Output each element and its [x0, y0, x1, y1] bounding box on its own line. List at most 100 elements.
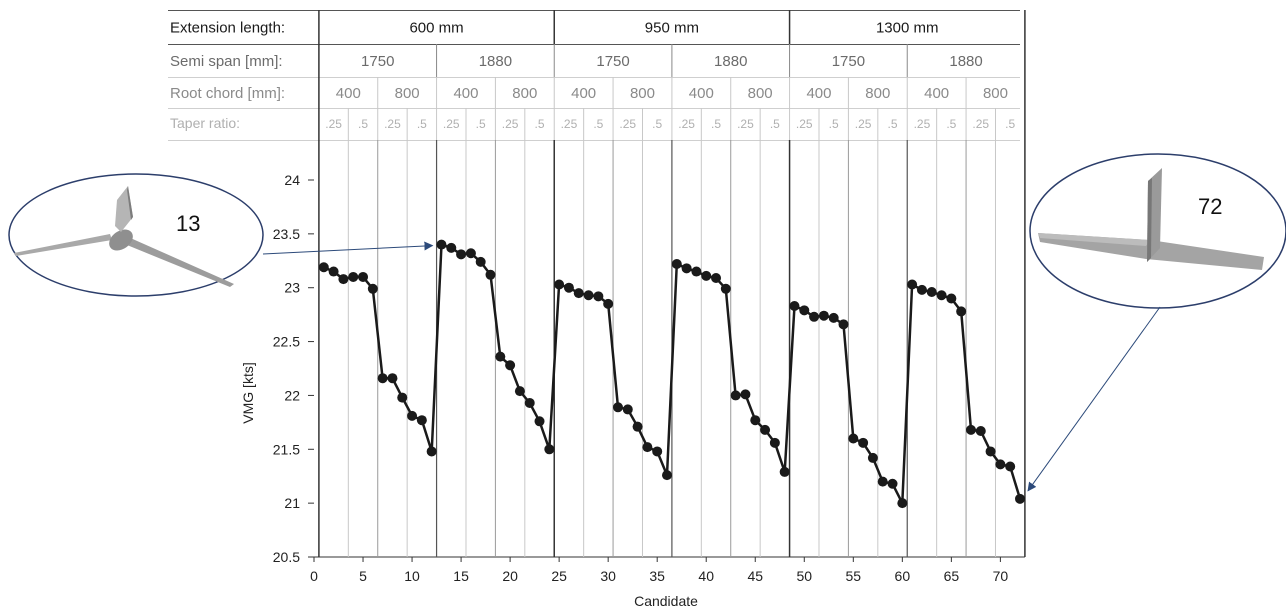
vmg-point — [750, 415, 761, 426]
vmg-point — [495, 351, 506, 362]
header-cell: 1300 mm — [876, 19, 939, 36]
vmg-point — [838, 319, 849, 330]
vmg-point — [524, 397, 535, 408]
header-row-label: Extension length: — [170, 19, 285, 36]
x-axis: 0 5 10 15 20 25 30 35 40 45 50 55 60 65 70 — [310, 557, 1008, 584]
header-cell: 1880 — [949, 53, 982, 70]
vmg-point — [377, 373, 388, 384]
vmg-point — [985, 446, 996, 457]
header-cell: .5 — [946, 117, 956, 131]
vmg-point — [436, 239, 447, 250]
header-cell: .25 — [619, 117, 636, 131]
x-tick-label: 25 — [551, 568, 567, 584]
header-cell: .5 — [652, 117, 662, 131]
header-cell: 600 mm — [409, 19, 463, 36]
vmg-point — [877, 476, 888, 487]
vmg-point — [701, 270, 712, 281]
x-tick-label: 70 — [993, 568, 1009, 584]
header-cell: .5 — [593, 117, 603, 131]
header-cell: .5 — [358, 117, 368, 131]
header-cell: 800 — [983, 85, 1008, 102]
header-cell: .5 — [888, 117, 898, 131]
y-axis: 20.5 21 21.5 22 22.5 23 23.5 24 — [273, 172, 314, 565]
header-cell: .25 — [972, 117, 989, 131]
header-cell: .25 — [443, 117, 460, 131]
vmg-point — [456, 249, 467, 260]
header-cell: 1750 — [596, 53, 629, 70]
header-cell: 950 mm — [645, 19, 699, 36]
header-cell: .25 — [561, 117, 578, 131]
header-cell: .5 — [829, 117, 839, 131]
header-cell: 400 — [924, 85, 949, 102]
x-tick-label: 15 — [453, 568, 469, 584]
header-cell: 1750 — [361, 53, 394, 70]
vmg-point — [769, 437, 780, 448]
vmg-point — [867, 452, 878, 463]
vmg-point — [583, 290, 594, 301]
x-tick-label: 0 — [310, 568, 318, 584]
vmg-point — [720, 283, 731, 294]
header-cell: 800 — [630, 85, 655, 102]
keel-side-view-icon — [1038, 168, 1264, 270]
vmg-point — [671, 259, 682, 270]
header-cell: .25 — [796, 117, 813, 131]
vmg-point — [681, 263, 692, 274]
y-axis-label: VMG [kts] — [240, 362, 256, 423]
vmg-point — [573, 288, 584, 299]
header-cell: 1750 — [832, 53, 865, 70]
vmg-point — [563, 282, 574, 293]
header-cell: 400 — [806, 85, 831, 102]
header-cell: .25 — [855, 117, 872, 131]
header-cell: 800 — [748, 85, 773, 102]
vmg-point — [662, 470, 672, 481]
y-tick-label: 21.5 — [273, 441, 300, 457]
header-cell: 1880 — [714, 53, 747, 70]
header-cell: 800 — [395, 85, 420, 102]
header-cell: 800 — [512, 85, 537, 102]
vmg-point — [760, 424, 771, 435]
vmg-point — [799, 305, 810, 316]
y-tick-label: 23 — [284, 280, 300, 296]
vmg-point — [593, 291, 604, 302]
vmg-point — [691, 266, 702, 277]
y-tick-label: 20.5 — [273, 549, 300, 565]
vmg-point — [407, 410, 418, 421]
x-tick-label: 5 — [359, 568, 367, 584]
callout-72-label: 72 — [1198, 194, 1222, 219]
vmg-point — [338, 274, 349, 285]
vmg-point — [828, 312, 839, 323]
y-tick-label: 24 — [284, 172, 300, 188]
vmg-point — [740, 389, 751, 400]
vmg-point — [1015, 493, 1025, 504]
vmg-point — [318, 262, 329, 273]
vmg-point — [907, 279, 918, 290]
vmg-point — [387, 373, 398, 384]
x-tick-label: 50 — [796, 568, 812, 584]
vmg-point — [946, 293, 957, 304]
vmg-point — [887, 478, 898, 489]
header-cell: 1880 — [479, 53, 512, 70]
vmg-point — [936, 290, 947, 301]
x-tick-label: 45 — [747, 568, 763, 584]
vmg-point — [858, 437, 869, 448]
vmg-point — [358, 271, 369, 282]
callout-72-arrow — [1027, 306, 1161, 492]
vmg-point — [328, 266, 339, 277]
vmg-point — [475, 256, 486, 267]
header-cell: 800 — [865, 85, 890, 102]
x-tick-label: 30 — [600, 568, 616, 584]
vmg-point — [505, 360, 516, 371]
vmg-point — [789, 301, 800, 312]
header-cell: .25 — [737, 117, 754, 131]
callout-72: 72 — [1027, 153, 1286, 492]
header-cell: .25 — [914, 117, 931, 131]
header-row-label: Taper ratio: — [170, 115, 240, 131]
y-tick-label: 23.5 — [273, 226, 300, 242]
header-cell: .5 — [711, 117, 721, 131]
vmg-point — [534, 416, 545, 427]
header-cell: .5 — [535, 117, 545, 131]
vmg-point — [348, 271, 359, 282]
vmg-point — [916, 284, 927, 295]
header-cell: .25 — [384, 117, 401, 131]
